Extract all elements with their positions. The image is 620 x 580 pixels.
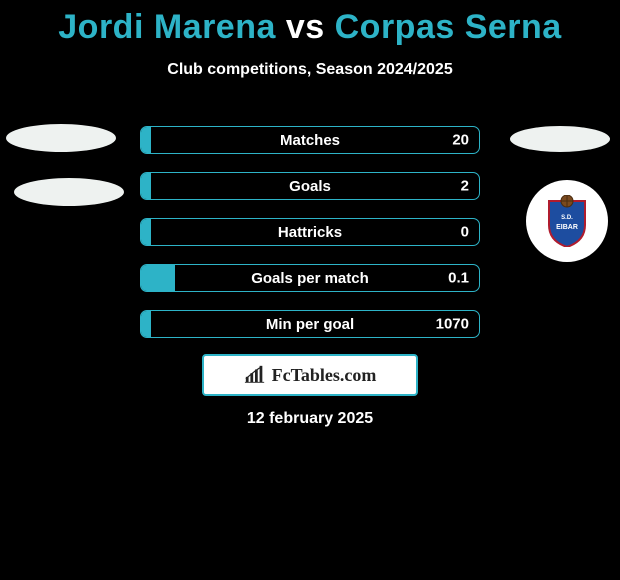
comparison-title: Jordi Marena vs Corpas Serna (0, 0, 620, 47)
stat-fill (141, 265, 175, 291)
stat-label: Goals (289, 178, 331, 195)
stats-container: Matches 20 Goals 2 Hattricks 0 Goals per match… (140, 126, 480, 356)
fctables-logo-box: FcTables.com (202, 354, 418, 396)
stat-value: 2 (461, 178, 469, 195)
stat-fill (141, 311, 151, 337)
stat-label: Min per goal (266, 316, 354, 333)
stat-value: 0 (461, 224, 469, 241)
left-player-placeholder-2 (14, 178, 124, 206)
bar-chart-icon (244, 364, 266, 386)
stat-fill (141, 127, 151, 153)
stat-label: Hattricks (278, 224, 342, 241)
stat-fill (141, 173, 151, 199)
svg-text:EIBAR: EIBAR (556, 224, 578, 231)
stat-row: Goals per match 0.1 (140, 264, 480, 292)
svg-text:S.D.: S.D. (561, 215, 573, 221)
player2-name: Corpas Serna (335, 8, 562, 46)
stat-value: 1070 (436, 316, 469, 333)
eibar-shield-icon: S.D. EIBAR (545, 195, 589, 247)
stat-label: Matches (280, 132, 340, 149)
subtitle: Club competitions, Season 2024/2025 (0, 61, 620, 79)
stat-row: Goals 2 (140, 172, 480, 200)
right-player-placeholder (510, 126, 610, 152)
stat-value: 20 (452, 132, 469, 149)
date-text: 12 february 2025 (0, 410, 620, 428)
right-player-club-badge: S.D. EIBAR (526, 180, 608, 262)
stat-value: 0.1 (448, 270, 469, 287)
stat-fill (141, 219, 151, 245)
left-player-placeholder-1 (6, 124, 116, 152)
fctables-logo-text: FcTables.com (272, 365, 377, 386)
vs-text: vs (286, 8, 325, 46)
stat-label: Goals per match (251, 270, 369, 287)
stat-row: Matches 20 (140, 126, 480, 154)
stat-row: Min per goal 1070 (140, 310, 480, 338)
stat-row: Hattricks 0 (140, 218, 480, 246)
player1-name: Jordi Marena (58, 8, 276, 46)
